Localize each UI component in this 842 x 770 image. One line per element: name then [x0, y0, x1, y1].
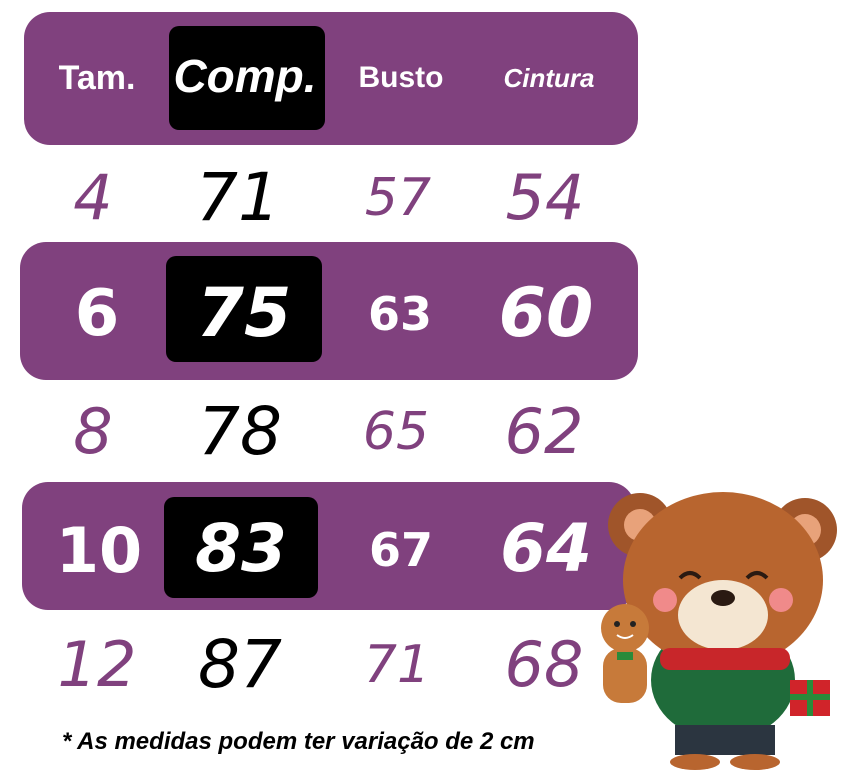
row-4-bust: 57 — [364, 168, 432, 228]
row-8-length: 78 — [198, 393, 282, 470]
row-8-waist: 62 — [504, 395, 584, 468]
row-10-band — [22, 482, 635, 610]
row-6-waist: 60 — [498, 274, 594, 353]
row-12-waist: 68 — [504, 628, 584, 701]
row-12-bust: 71 — [363, 635, 431, 695]
row-6-bust: 63 — [367, 287, 433, 341]
row-6-length: 75 — [196, 274, 292, 353]
row-12-length: 87 — [198, 626, 282, 703]
header-highlight-box — [169, 26, 325, 130]
row-10-length: 83 — [195, 510, 287, 587]
header-band — [24, 12, 638, 145]
header-size: Tam. — [58, 59, 136, 97]
footnote: * As medidas podem ter variação de 2 cm — [62, 728, 535, 755]
row-4-length: 71 — [196, 159, 280, 236]
row-10-bust: 67 — [368, 523, 434, 577]
row-6-highlight-box — [166, 256, 322, 362]
row-10-highlight-box — [164, 497, 318, 598]
row-10-size: 10 — [55, 514, 143, 587]
row-6-size: 6 — [74, 277, 120, 351]
header-bust: Busto — [358, 61, 444, 94]
header-length: Comp. — [173, 50, 317, 102]
row-4-waist: 54 — [505, 161, 585, 234]
row-10-waist: 64 — [500, 510, 592, 587]
row-6-band — [20, 242, 638, 380]
row-12-size: 12 — [57, 628, 137, 701]
row-8-bust: 65 — [362, 402, 430, 462]
gingerbread-man-icon — [601, 604, 649, 703]
row-8-size: 8 — [73, 395, 113, 468]
row-4-size: 4 — [73, 161, 113, 234]
teddy-bear-illustration — [601, 492, 837, 770]
header-waist: Cintura — [503, 63, 595, 93]
gift-box-icon — [790, 680, 830, 716]
